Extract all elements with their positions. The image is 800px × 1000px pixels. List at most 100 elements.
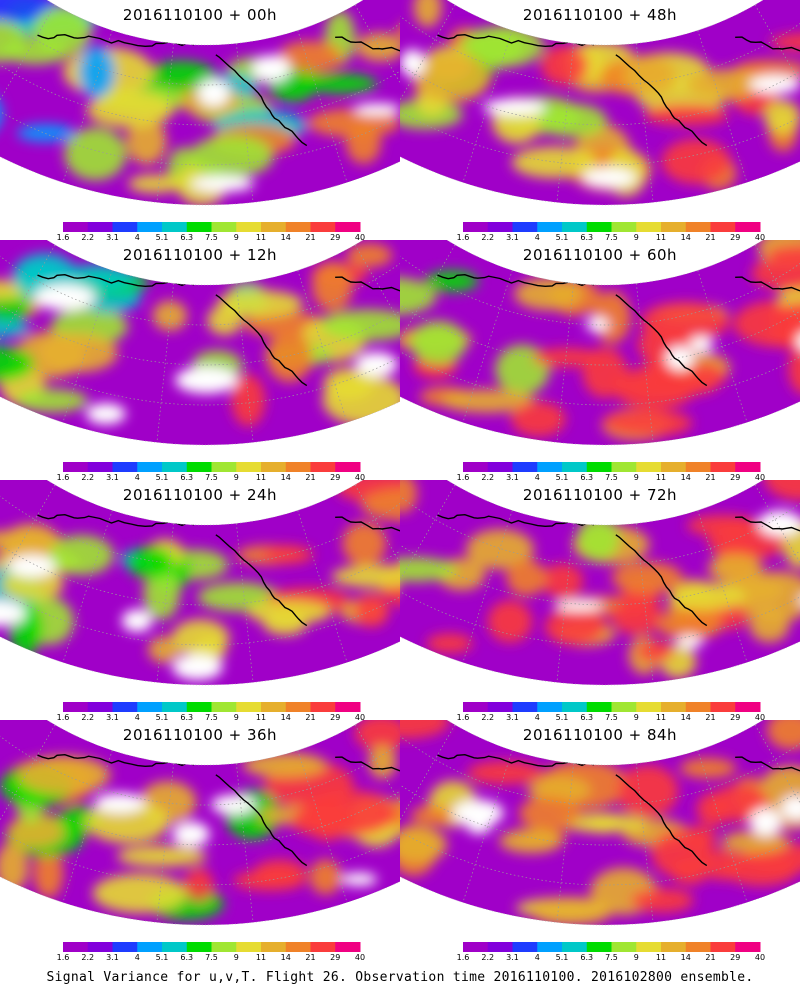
colorbar-swatch bbox=[562, 222, 588, 232]
missing-data-patch bbox=[749, 808, 782, 837]
colorbar-swatch bbox=[636, 942, 662, 952]
colorbar-tick-label: 3.1 bbox=[106, 713, 119, 720]
colorbar-tick-label: 2.2 bbox=[81, 953, 94, 960]
colorbar-tick-label: 7.5 bbox=[605, 713, 618, 720]
colorbar-swatch bbox=[487, 462, 513, 472]
graticule bbox=[0, 244, 400, 443]
colorbar-tick-label: 11 bbox=[656, 953, 666, 960]
variance-blob bbox=[147, 636, 180, 663]
missing-data-patch bbox=[582, 167, 637, 188]
colorbar-tick-label: 2.2 bbox=[481, 713, 494, 720]
colorbar: 1.6 2.2 3.1 4 5.1 6.3 7.5 9 11 14 21 29 40 bbox=[57, 462, 365, 480]
variance-blob bbox=[188, 135, 274, 178]
variance-blob bbox=[558, 813, 650, 833]
colorbar-swatch bbox=[310, 462, 336, 472]
variance-blob bbox=[253, 859, 307, 887]
colorbar-swatch bbox=[710, 462, 736, 472]
colorbar-tick-label: 5.1 bbox=[156, 953, 169, 960]
variance-blob bbox=[15, 388, 89, 413]
graticule bbox=[400, 244, 800, 443]
colorbar-tick-label: 40 bbox=[755, 953, 765, 960]
panel-title: 2016110100 + 72h bbox=[522, 486, 678, 504]
panel-title: 2016110100 + 60h bbox=[522, 246, 678, 264]
colorbar-tick-label: 3.1 bbox=[106, 473, 119, 480]
variance-blob bbox=[246, 599, 332, 625]
variance-blob bbox=[92, 873, 187, 914]
variance-blob bbox=[342, 521, 387, 566]
colorbar-swatch bbox=[261, 702, 287, 712]
variance-blob bbox=[544, 608, 606, 645]
colorbar-swatch bbox=[285, 462, 311, 472]
colorbar-swatch bbox=[636, 462, 662, 472]
colorbar-tick-label: 5.1 bbox=[556, 713, 569, 720]
variance-blob bbox=[277, 40, 344, 73]
colorbar-swatch bbox=[236, 702, 262, 712]
variance-blob bbox=[0, 319, 31, 338]
colorbar-tick-label: 1.6 bbox=[457, 713, 470, 720]
variance-blob bbox=[331, 564, 400, 589]
variance-blob bbox=[468, 25, 544, 67]
colorbar-tick-label: 6.3 bbox=[180, 713, 193, 720]
variance-blob bbox=[49, 535, 114, 576]
variance-blob bbox=[440, 389, 534, 413]
colorbar-tick-label: 14 bbox=[281, 953, 291, 960]
variance-blob bbox=[184, 868, 214, 902]
forecast-panel: 2016110100 + 12h 1.6 2.2 3.1 4 5.1 6.3 7.5 9 11 14… bbox=[0, 240, 400, 480]
colorbar-tick-label: 40 bbox=[355, 713, 365, 720]
variance-blob bbox=[126, 118, 167, 165]
colorbar-tick-label: 21 bbox=[705, 233, 715, 240]
figure-caption: Signal Variance for u,v,T. Flight 26. Ob… bbox=[46, 970, 754, 985]
forecast-panel: 2016110100 + 36h 1.6 2.2 3.1 4 5.1 6.3 7.5 9 11 14… bbox=[0, 720, 400, 960]
graticule bbox=[0, 724, 400, 923]
colorbar-tick-label: 4 bbox=[535, 233, 540, 240]
colorbar: 1.6 2.2 3.1 4 5.1 6.3 7.5 9 11 14 21 29 40 bbox=[57, 222, 365, 240]
colorbar-swatch bbox=[463, 222, 489, 232]
colorbar-swatch bbox=[661, 222, 687, 232]
colorbar-swatch bbox=[63, 462, 89, 472]
variance-blob bbox=[410, 320, 467, 365]
colorbar-swatch bbox=[685, 462, 711, 472]
colorbar-swatch bbox=[735, 702, 761, 712]
colorbar-tick-label: 5.1 bbox=[156, 233, 169, 240]
colorbar-swatch bbox=[487, 942, 513, 952]
colorbar-swatch bbox=[211, 222, 237, 232]
colorbar-swatch bbox=[710, 702, 736, 712]
colorbar-swatch bbox=[335, 942, 361, 952]
forecast-panel: 2016110100 + 24h 1.6 2.2 3.1 4 5.1 6.3 7.5 9 11 14… bbox=[0, 480, 400, 720]
forecast-panel: 2016110100 + 60h 1.6 2.2 3.1 4 5.1 6.3 7.5 9 11 14… bbox=[400, 240, 800, 480]
colorbar-swatch bbox=[487, 702, 513, 712]
variance-blob bbox=[769, 32, 800, 52]
missing-data-patch bbox=[781, 795, 800, 821]
colorbar-swatch bbox=[710, 222, 736, 232]
colorbar-swatch bbox=[512, 702, 538, 712]
colorbar-tick-label: 29 bbox=[330, 713, 340, 720]
variance-blob bbox=[767, 301, 800, 332]
colorbar-tick-label: 4 bbox=[535, 473, 540, 480]
colorbar-tick-label: 14 bbox=[281, 473, 291, 480]
colorbar-tick-label: 9 bbox=[634, 713, 639, 720]
variance-map bbox=[0, 720, 400, 926]
colorbar-swatch bbox=[562, 942, 588, 952]
colorbar-tick-label: 11 bbox=[656, 473, 666, 480]
colorbar-tick-label: 7.5 bbox=[205, 473, 218, 480]
colorbar-swatch bbox=[735, 942, 761, 952]
colorbar-tick-label: 5.1 bbox=[556, 473, 569, 480]
variance-blob bbox=[320, 309, 400, 342]
variance-blob bbox=[16, 123, 76, 143]
colorbar-tick-label: 21 bbox=[705, 713, 715, 720]
variance-map bbox=[0, 240, 400, 446]
colorbar-swatch bbox=[512, 222, 538, 232]
variance-blob bbox=[412, 52, 491, 103]
missing-data-patch bbox=[172, 654, 223, 681]
variance-blob bbox=[661, 138, 731, 184]
panel-title: 2016110100 + 12h bbox=[122, 246, 278, 264]
colorbar-tick-label: 7.5 bbox=[605, 953, 618, 960]
colorbar-swatch bbox=[162, 462, 188, 472]
variance-blob bbox=[511, 146, 598, 179]
missing-data-patch bbox=[252, 55, 291, 82]
variance-blob bbox=[266, 330, 313, 383]
missing-data-patch bbox=[353, 103, 400, 116]
colorbar-swatch bbox=[537, 942, 563, 952]
colorbar-swatch bbox=[261, 462, 287, 472]
colorbar-tick-label: 7.5 bbox=[205, 713, 218, 720]
